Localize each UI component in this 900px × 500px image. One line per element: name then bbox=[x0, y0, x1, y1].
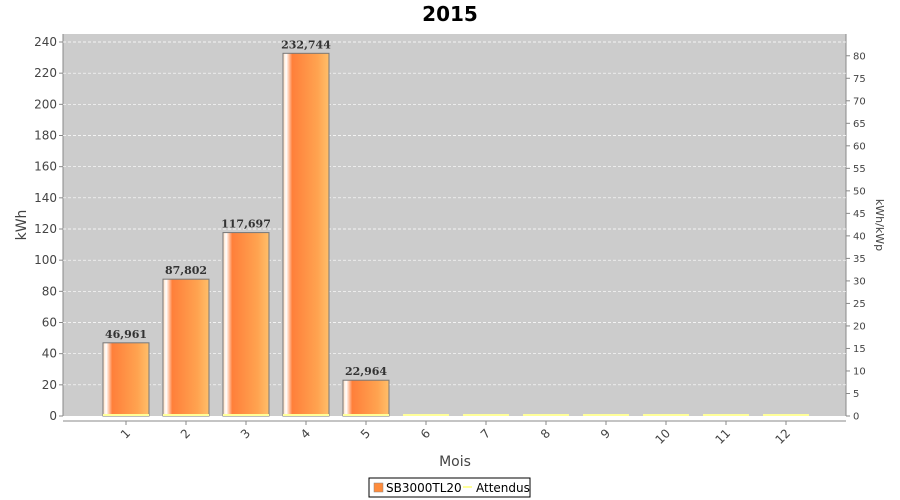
legend-label-line: Attendus bbox=[476, 481, 530, 495]
x-tick-label: 10 bbox=[652, 426, 673, 447]
bar bbox=[282, 52, 330, 417]
bar-series bbox=[102, 52, 390, 417]
x-axis-ticks: 1 2 3 4 5 6 7 8 9 10 11 12 bbox=[118, 421, 793, 447]
y2-tick-label: 20 bbox=[853, 321, 866, 332]
y-tick-label: 140 bbox=[34, 191, 57, 205]
y-tick-label: 60 bbox=[42, 316, 57, 330]
y-tick-label: 40 bbox=[42, 347, 57, 361]
y-tick-label: 20 bbox=[42, 378, 57, 392]
y-tick-label: 240 bbox=[34, 35, 57, 49]
x-tick-label: 3 bbox=[238, 426, 253, 441]
y2-tick-label: 60 bbox=[853, 141, 866, 152]
y2-tick-label: 40 bbox=[853, 231, 866, 242]
x-tick-label: 12 bbox=[772, 426, 793, 447]
y2-tick-label: 0 bbox=[853, 412, 859, 423]
bar bbox=[102, 342, 150, 417]
legend-label-bar: SB3000TL20 bbox=[386, 481, 462, 495]
legend-box bbox=[368, 477, 531, 498]
y2-tick-label: 25 bbox=[853, 299, 866, 310]
y2-tick-label: 10 bbox=[853, 366, 866, 377]
y-tick-label: 80 bbox=[42, 284, 57, 298]
bar bbox=[342, 379, 390, 417]
y2-tick-label: 50 bbox=[853, 186, 866, 197]
left-axis-ticks: 0 20 40 60 80 100 120 140 160 180 200 220 240 bbox=[34, 35, 63, 423]
y2-tick-label: 5 bbox=[853, 389, 859, 400]
x-tick-label: 11 bbox=[712, 426, 733, 447]
x-tick-label: 2 bbox=[178, 426, 193, 441]
y-tick-label: 100 bbox=[34, 253, 57, 267]
y2-tick-label: 45 bbox=[853, 209, 866, 220]
y-tick-label: 200 bbox=[34, 97, 57, 111]
right-axis-ticks: 0 5 10 15 20 25 30 35 40 45 50 55 60 65 70 75 80 bbox=[846, 51, 866, 423]
x-tick-label: 6 bbox=[418, 426, 433, 441]
data-label: 232,744 bbox=[281, 38, 331, 51]
x-tick-label: 1 bbox=[118, 426, 133, 441]
data-labels: 46,961 87,802 117,697 232,744 22,964 bbox=[105, 38, 387, 378]
y2-tick-label: 55 bbox=[853, 164, 866, 175]
x-axis-label: Mois bbox=[439, 454, 471, 470]
y2-tick-label: 65 bbox=[853, 119, 866, 130]
data-label: 22,964 bbox=[345, 365, 387, 378]
y2-tick-label: 80 bbox=[853, 51, 866, 62]
x-tick-label: 7 bbox=[478, 426, 493, 441]
grid-lines bbox=[63, 41, 846, 386]
data-label: 117,697 bbox=[221, 218, 271, 231]
y-tick-label: 220 bbox=[34, 66, 57, 80]
y-tick-label: 0 bbox=[49, 409, 57, 423]
legend: SB3000TL20 Attendus bbox=[368, 477, 531, 498]
bar bbox=[222, 232, 270, 417]
y-tick-label: 160 bbox=[34, 160, 57, 174]
x-tick-label: 8 bbox=[538, 426, 553, 441]
x-tick-label: 9 bbox=[598, 426, 613, 441]
y-axis-label: kWh bbox=[14, 210, 30, 241]
y2-tick-label: 35 bbox=[853, 254, 866, 265]
y2-tick-label: 30 bbox=[853, 276, 866, 287]
y2-tick-label: 15 bbox=[853, 344, 866, 355]
chart-title: 2015 bbox=[422, 2, 478, 26]
data-label: 46,961 bbox=[105, 328, 147, 341]
y2-axis-label: kWh/kWp bbox=[873, 199, 886, 251]
legend-swatch-bar bbox=[373, 482, 384, 493]
bar bbox=[162, 278, 210, 417]
y-tick-label: 120 bbox=[34, 222, 57, 236]
x-tick-label: 4 bbox=[298, 426, 313, 441]
y2-tick-label: 75 bbox=[853, 74, 866, 85]
y-tick-label: 180 bbox=[34, 129, 57, 143]
y2-tick-label: 70 bbox=[853, 96, 866, 107]
data-label: 87,802 bbox=[165, 264, 207, 277]
x-tick-label: 5 bbox=[358, 426, 373, 441]
